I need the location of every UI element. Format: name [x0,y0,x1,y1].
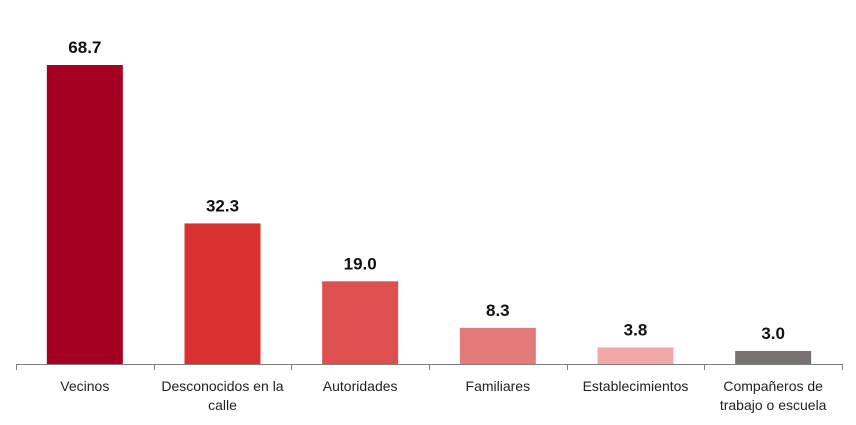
bar [184,223,261,364]
data-label: 68.7 [68,38,101,57]
bar [735,350,812,364]
x-axis-ticks [16,364,843,370]
category-labels: Vecinos Desconocidos en la calle Autoridade… [60,378,826,413]
bar [597,347,674,364]
data-label: 19.0 [344,254,377,273]
category-label: Establecimientos [583,378,689,394]
data-label: 3.0 [761,324,785,343]
bars [46,65,812,364]
bar [459,327,536,364]
bar [322,281,399,364]
data-label: 32.3 [206,196,239,215]
data-label: 3.8 [624,320,648,339]
category-label: Autoridades [323,378,398,394]
category-label: Desconocidos en la calle [161,378,283,413]
data-label: 8.3 [486,301,510,320]
category-label: Compañeros de trabajo o escuela [720,378,827,413]
category-label: Vecinos [60,378,109,394]
value-labels: 68.7 32.3 19.0 8.3 3.8 3.0 [68,38,785,343]
category-label: Familiares [466,378,531,394]
bar [46,65,123,364]
